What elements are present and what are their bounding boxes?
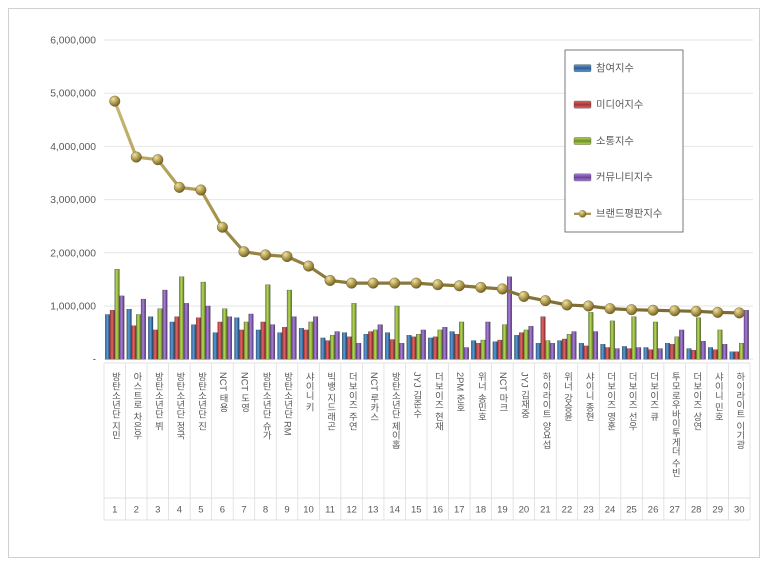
svg-text:커뮤니티지수: 커뮤니티지수 (596, 172, 653, 184)
svg-text:2,000,000: 2,000,000 (50, 248, 96, 259)
svg-text:25: 25 (626, 505, 637, 516)
svg-text:JYJ 김재중: JYJ 김재중 (519, 372, 529, 418)
svg-text:NCT 도영: NCT 도영 (240, 372, 250, 412)
svg-text:1,000,000: 1,000,000 (50, 302, 96, 313)
svg-text:위너 송민호: 위너 송민호 (476, 372, 486, 421)
svg-text:5: 5 (198, 505, 203, 516)
svg-text:하이라이트 양요섭: 하이라이트 양요섭 (541, 372, 551, 449)
svg-text:투모로우바이투게더 수빈: 투모로우바이투게더 수빈 (670, 372, 680, 477)
svg-text:방탄소년단 제이홉: 방탄소년단 제이홉 (390, 372, 400, 449)
svg-text:소통지수: 소통지수 (596, 135, 634, 147)
svg-text:JYJ 김준수: JYJ 김준수 (412, 372, 422, 419)
svg-text:3: 3 (155, 505, 160, 516)
svg-text:브랜드평판지수: 브랜드평판지수 (596, 208, 662, 220)
svg-text:방탄소년단 정국: 방탄소년단 정국 (175, 372, 185, 441)
svg-text:13: 13 (368, 505, 379, 516)
svg-text:1: 1 (112, 505, 117, 516)
svg-text:11: 11 (325, 505, 335, 516)
svg-text:위너 강승윤: 위너 강승윤 (563, 372, 573, 421)
svg-text:샤이니 키: 샤이니 키 (304, 372, 314, 413)
svg-text:방탄소년단 뷔: 방탄소년단 뷔 (153, 372, 163, 431)
svg-text:더보이즈 현재: 더보이즈 현재 (433, 372, 443, 431)
svg-text:29: 29 (712, 505, 723, 516)
svg-text:3,000,000: 3,000,000 (50, 195, 96, 206)
svg-text:2: 2 (134, 505, 139, 516)
svg-text:더보이즈 상연: 더보이즈 상연 (692, 372, 702, 430)
svg-text:4: 4 (177, 505, 182, 516)
svg-text:23: 23 (583, 505, 594, 516)
svg-text:샤이니 종현: 샤이니 종현 (584, 372, 594, 421)
svg-text:14: 14 (389, 505, 400, 516)
svg-text:6: 6 (220, 505, 225, 516)
svg-text:하이라이트 이기광: 하이라이트 이기광 (735, 372, 745, 449)
svg-text:28: 28 (691, 505, 702, 516)
svg-text:21: 21 (540, 505, 551, 516)
svg-text:NCT 루카스: NCT 루카스 (369, 372, 379, 421)
svg-text:26: 26 (648, 505, 659, 516)
svg-text:빅뱅 지드래곤: 빅뱅 지드래곤 (326, 372, 336, 430)
svg-text:8: 8 (263, 505, 268, 516)
svg-text:참여지수: 참여지수 (596, 63, 634, 75)
svg-text:5,000,000: 5,000,000 (50, 89, 96, 100)
svg-text:30: 30 (734, 505, 745, 516)
svg-text:-: - (93, 355, 96, 366)
svg-text:4,000,000: 4,000,000 (50, 142, 96, 153)
svg-text:아스트로 차은우: 아스트로 차은우 (132, 372, 142, 441)
svg-text:방탄소년단 지민: 방탄소년단 지민 (110, 372, 120, 440)
svg-text:방탄소년단 진: 방탄소년단 진 (196, 372, 206, 430)
svg-text:NCT 태용: NCT 태용 (218, 372, 228, 412)
svg-text:미디어지수: 미디어지수 (596, 99, 643, 111)
svg-text:18: 18 (476, 505, 487, 516)
svg-text:19: 19 (497, 505, 508, 516)
svg-text:방탄소년단 슈가: 방탄소년단 슈가 (261, 372, 271, 441)
svg-text:6,000,000: 6,000,000 (50, 36, 96, 47)
svg-text:27: 27 (669, 505, 680, 516)
svg-text:9: 9 (284, 505, 289, 516)
svg-text:더보이즈 선우: 더보이즈 선우 (627, 372, 637, 431)
svg-text:2PM 준호: 2PM 준호 (455, 372, 465, 412)
svg-text:더보이즈 큐: 더보이즈 큐 (649, 372, 659, 422)
svg-text:17: 17 (454, 505, 465, 516)
svg-text:12: 12 (346, 505, 357, 516)
svg-text:20: 20 (519, 505, 530, 516)
svg-text:샤이니 민호: 샤이니 민호 (713, 372, 723, 421)
svg-text:15: 15 (411, 505, 422, 516)
svg-text:7: 7 (241, 505, 246, 516)
svg-text:NCT 마크: NCT 마크 (498, 372, 508, 412)
svg-text:방탄소년단 RM: 방탄소년단 RM (283, 372, 293, 436)
svg-text:22: 22 (562, 505, 573, 516)
svg-text:더보이즈 주연: 더보이즈 주연 (347, 372, 357, 430)
svg-text:10: 10 (303, 505, 314, 516)
svg-text:24: 24 (605, 505, 616, 516)
svg-text:16: 16 (432, 505, 443, 516)
svg-text:더보이즈 영훈: 더보이즈 영훈 (606, 372, 616, 430)
